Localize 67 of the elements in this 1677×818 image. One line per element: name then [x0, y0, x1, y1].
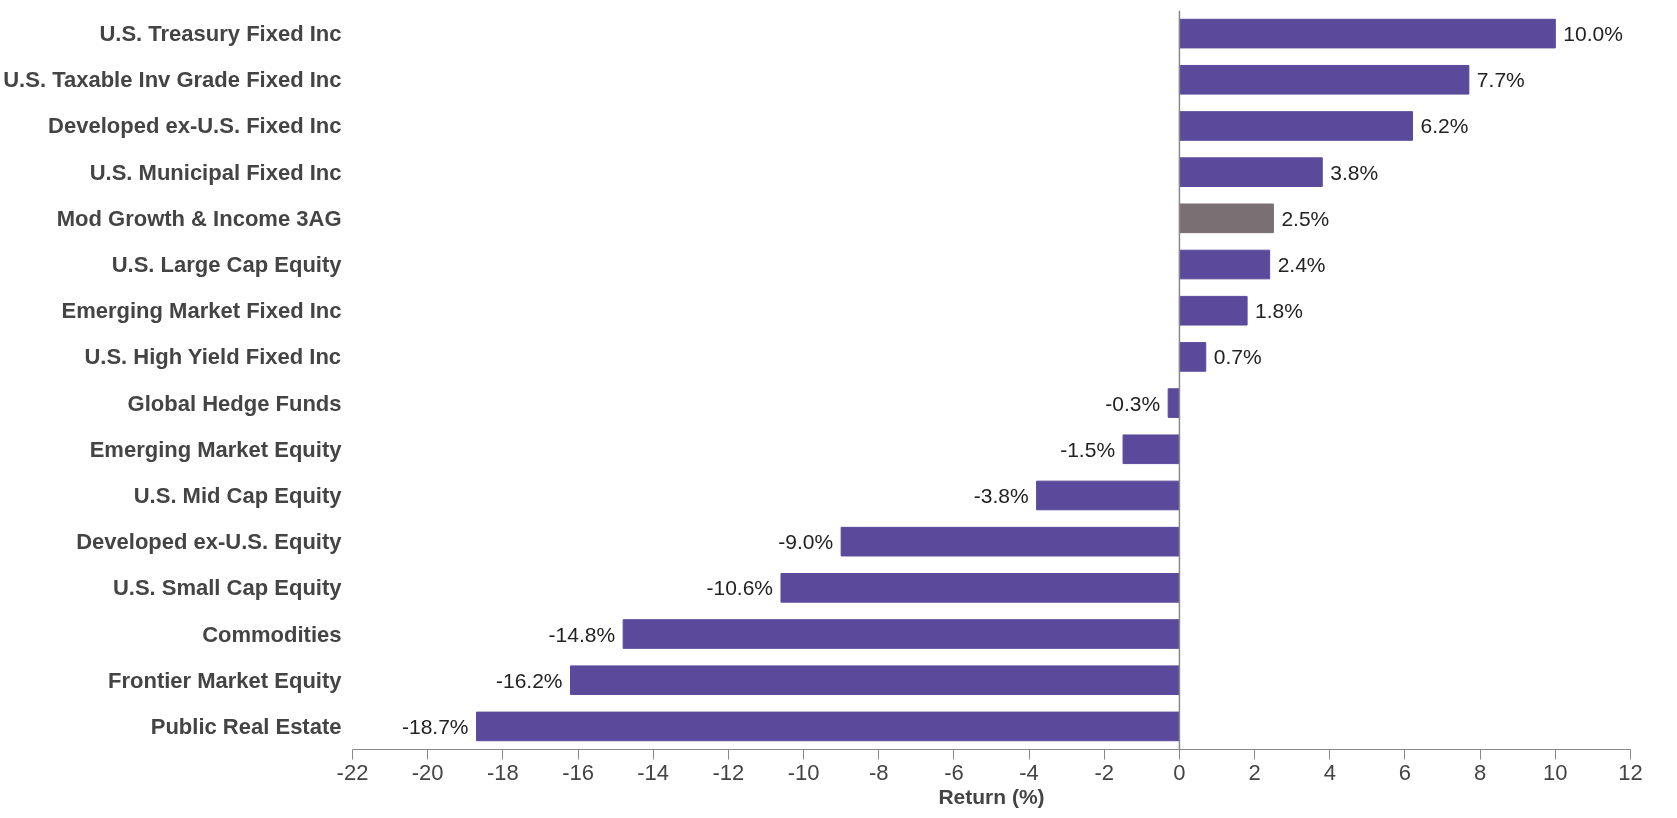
y-tick-label: Frontier Market Equity: [108, 667, 343, 693]
x-tick-label: 2: [1248, 759, 1261, 785]
data-label: -3.8%: [973, 483, 1029, 507]
bar: [780, 573, 1180, 603]
bar: [1167, 388, 1180, 418]
y-tick-label: U.S. Small Cap Equity: [112, 575, 343, 601]
bar: [1178, 111, 1413, 141]
data-label: -16.2%: [495, 668, 563, 692]
y-tick-label: Global Hedge Funds: [127, 390, 342, 416]
bar: [622, 619, 1180, 649]
x-tick-label: -18: [486, 759, 519, 785]
data-label: -10.6%: [706, 576, 774, 600]
x-tick-label: -4: [1019, 759, 1039, 785]
data-label: 2.5%: [1281, 206, 1330, 230]
bar: [1178, 249, 1271, 280]
y-tick-label: U.S. Municipal Fixed Inc: [89, 159, 342, 185]
y-tick-label: Developed ex-U.S. Equity: [76, 529, 343, 555]
y-tick-label: Commodities: [202, 621, 342, 647]
data-label: 3.8%: [1330, 160, 1379, 184]
y-tick-label: U.S. High Yield Fixed Inc: [84, 344, 342, 370]
x-tick-label: 8: [1474, 759, 1487, 785]
data-label: 10.0%: [1563, 22, 1623, 46]
bar: [1178, 203, 1274, 234]
x-tick-label: 6: [1398, 759, 1412, 785]
bar: [1178, 18, 1556, 49]
data-label: -0.3%: [1105, 391, 1161, 415]
x-tick-label: 10: [1543, 759, 1568, 785]
x-tick-label: -10: [787, 759, 820, 785]
y-tick-label: U.S. Mid Cap Equity: [133, 482, 343, 508]
x-tick-label: -12: [712, 759, 745, 785]
x-tick-label: -2: [1094, 759, 1115, 785]
bar: [476, 711, 1180, 742]
bar: [1178, 64, 1470, 95]
y-tick-label: U.S. Large Cap Equity: [111, 252, 343, 278]
y-tick-label: U.S. Treasury Fixed Inc: [99, 21, 342, 47]
data-label: 0.7%: [1213, 345, 1262, 369]
x-axis-title: Return (%): [938, 784, 1045, 808]
x-tick-label: -8: [868, 759, 889, 785]
y-tick-label: Emerging Market Fixed Inc: [61, 298, 342, 324]
x-tick-label: -14: [637, 759, 670, 785]
x-tick-label: -20: [411, 759, 444, 785]
data-label: -18.7%: [402, 714, 469, 738]
data-label: 6.2%: [1420, 114, 1469, 138]
x-tick-label: -6: [944, 759, 964, 785]
x-tick-label: -16: [562, 759, 594, 785]
x-tick-label: 12: [1618, 759, 1643, 785]
bar: [1122, 434, 1180, 465]
bar: [570, 665, 1180, 696]
x-tick-label: 0: [1173, 759, 1186, 785]
data-label: -9.0%: [778, 530, 834, 554]
bar: [1178, 342, 1207, 372]
bar: [1036, 480, 1180, 511]
y-tick-label: Emerging Market Equity: [89, 436, 343, 462]
y-tick-label: Developed ex-U.S. Fixed Inc: [48, 113, 342, 139]
y-tick-label: Mod Growth & Income 3AG: [56, 205, 342, 231]
y-tick-label: Public Real Estate: [150, 713, 342, 739]
data-label: 2.4%: [1277, 253, 1326, 277]
x-tick-label: 4: [1323, 759, 1336, 785]
data-label: 7.7%: [1476, 68, 1525, 92]
bar: [840, 526, 1180, 557]
data-label: -14.8%: [548, 622, 616, 646]
bar: [1178, 295, 1248, 326]
data-label: -1.5%: [1060, 437, 1116, 461]
data-label: 1.8%: [1255, 299, 1303, 323]
y-tick-label: U.S. Taxable Inv Grade Fixed Inc: [3, 67, 342, 93]
bar: [1178, 157, 1323, 187]
x-tick-label: -22: [336, 759, 369, 785]
